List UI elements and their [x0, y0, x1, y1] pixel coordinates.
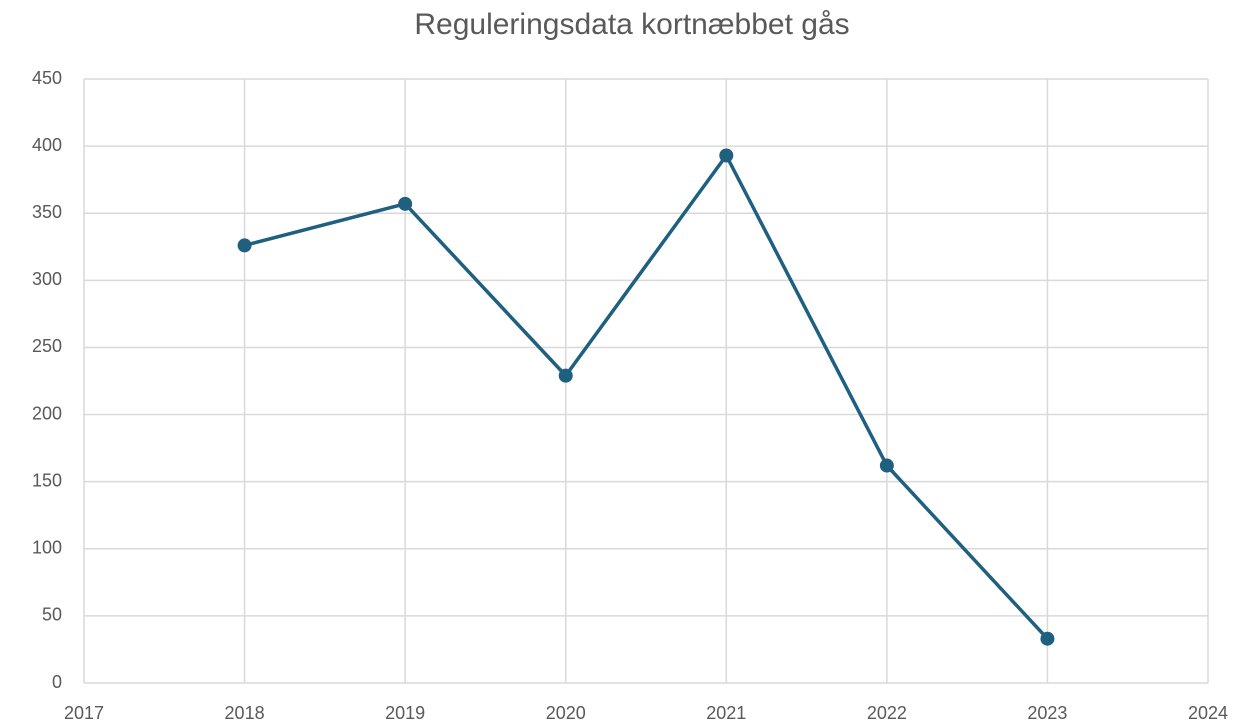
- y-tick-label: 350: [32, 202, 62, 222]
- x-tick-label: 2017: [64, 703, 104, 723]
- y-tick-label: 250: [32, 336, 62, 356]
- y-tick-label: 450: [32, 68, 62, 88]
- x-tick-label: 2024: [1188, 703, 1228, 723]
- y-tick-label: 400: [32, 135, 62, 155]
- x-tick-label: 2021: [706, 703, 746, 723]
- y-tick-label: 150: [32, 470, 62, 490]
- data-point: [558, 368, 573, 383]
- series-line: [244, 153, 1049, 640]
- data-point: [719, 148, 734, 163]
- y-tick-label: 200: [32, 403, 62, 423]
- data-point: [1040, 631, 1055, 646]
- x-tick-label: 2023: [1027, 703, 1067, 723]
- y-tick-label: 50: [42, 605, 62, 625]
- data-point: [398, 196, 413, 211]
- y-tick-label: 0: [52, 672, 62, 692]
- data-point: [237, 238, 252, 253]
- x-tick-label: 2022: [867, 703, 907, 723]
- y-tick-label: 300: [32, 269, 62, 289]
- x-tick-label: 2020: [546, 703, 586, 723]
- x-tick-label: 2018: [225, 703, 265, 723]
- y-tick-label: 100: [32, 538, 62, 558]
- data-point: [879, 458, 894, 473]
- x-tick-label: 2019: [385, 703, 425, 723]
- chart-title: Reguleringsdata kortnæbbet gås: [414, 8, 849, 41]
